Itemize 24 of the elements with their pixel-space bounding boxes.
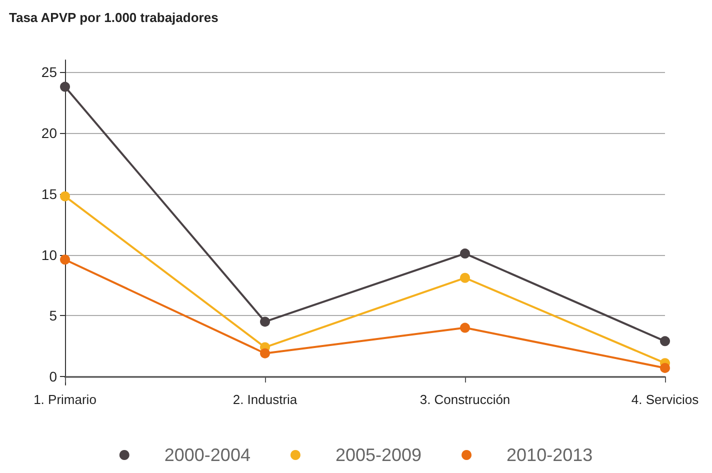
y-tick-label: 0: [49, 368, 58, 384]
x-tick-label: 3. Construcción: [420, 392, 510, 407]
point: [260, 316, 270, 327]
chart-title: Tasa APVP por 1.000 trabajadores: [9, 10, 218, 25]
point: [460, 248, 470, 259]
legend-label: 2010-2013: [506, 445, 593, 465]
y-tick-label: 20: [41, 125, 58, 142]
y-tick-label: 15: [41, 186, 58, 202]
point: [60, 254, 70, 265]
x-tick-label: 4. Servicios: [631, 392, 700, 407]
point: [460, 272, 470, 283]
point: [460, 322, 470, 333]
x-tick-label: 1. Primario: [34, 392, 96, 407]
y-tick-label: 25: [41, 64, 58, 80]
point: [260, 348, 270, 358]
legend-label: 2005-2009: [335, 445, 422, 465]
y-tick-label: 10: [41, 246, 58, 263]
point: [60, 82, 70, 92]
point: [660, 362, 670, 373]
point: [60, 191, 70, 202]
point: [660, 336, 670, 346]
legend-label: 2000-2004: [164, 445, 250, 465]
x-tick-label: 2. Industria: [232, 392, 298, 407]
y-tick-label: 5: [49, 308, 58, 324]
